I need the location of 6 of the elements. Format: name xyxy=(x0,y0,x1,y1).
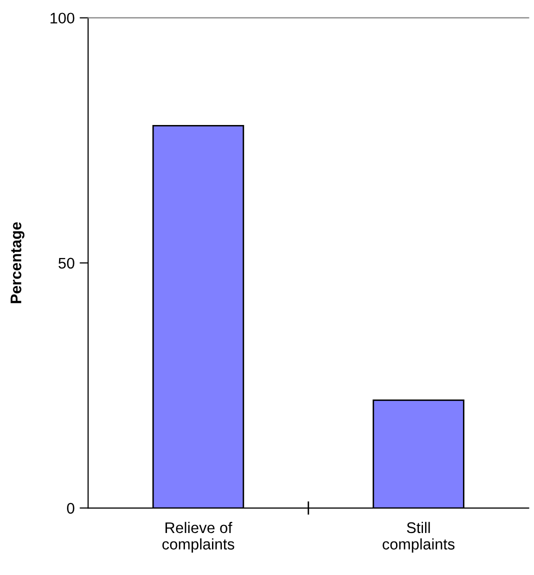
y-tick-label: 0 xyxy=(67,502,74,514)
y-tick-label: 50 xyxy=(58,258,74,269)
y-tick-label: 100 xyxy=(50,12,74,24)
x-tick-label: Relieve of complaints xyxy=(162,522,234,553)
x-tick-label: Still complaints xyxy=(382,522,454,553)
y-axis-title: Percentage xyxy=(10,222,24,304)
